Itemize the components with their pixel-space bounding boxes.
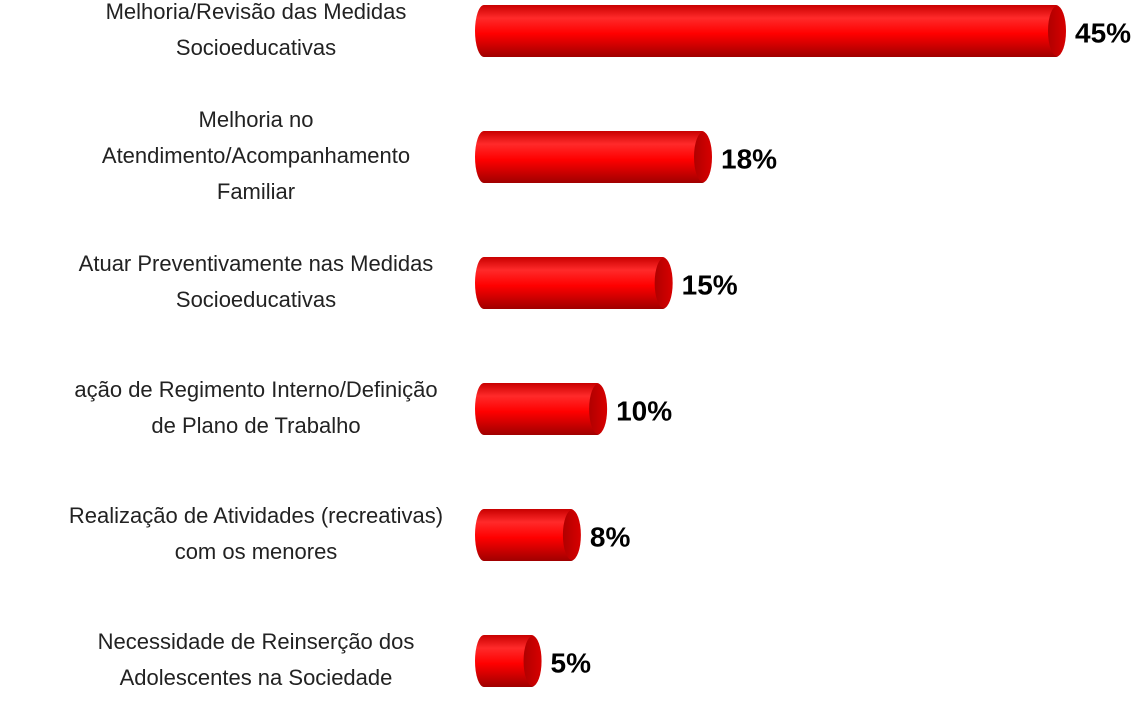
bar [475,635,541,687]
category-label: ação de Regimento Interno/Definição [74,377,437,402]
category-label: Atuar Preventivamente nas Medidas [79,251,434,276]
category-label: de Plano de Trabalho [151,413,360,438]
value-label: 18% [721,143,777,174]
bar-cap [1048,6,1066,56]
category-label: Melhoria no [199,107,314,132]
bar [475,131,711,183]
bar [475,257,672,309]
value-label: 5% [551,647,592,678]
value-label: 45% [1075,17,1131,48]
bar [475,383,607,435]
category-label: Necessidade de Reinserção dos [98,629,415,654]
category-label: Realização de Atividades (recreativas) [69,503,443,528]
bar-cap [589,384,608,434]
bar-cap [523,636,542,686]
category-label: com os menores [175,539,338,564]
category-label: Atendimento/Acompanhamento [102,143,410,168]
category-label: Socioeducativas [176,287,336,312]
bar-cap [562,510,581,560]
value-label: 15% [682,269,738,300]
category-label: Melhoria/Revisão das Medidas [106,0,407,24]
category-label: Familiar [217,179,295,204]
bar [475,5,1065,57]
category-label: Socioeducativas [176,35,336,60]
bar-cap [654,258,673,308]
bar [475,509,580,561]
category-label: Adolescentes na Sociedade [120,665,393,690]
value-label: 8% [590,521,631,552]
bar-cap [694,132,712,182]
value-label: 10% [616,395,672,426]
